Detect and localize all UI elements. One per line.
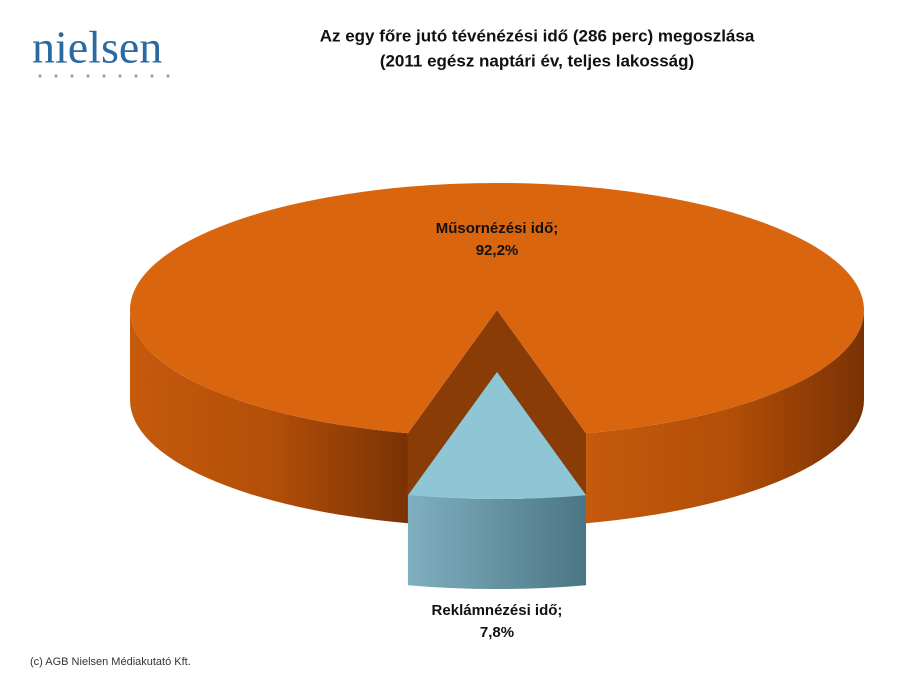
slice [130,183,865,434]
slice [407,372,587,499]
logo: nielsen [32,22,162,73]
category-label: Műsornézési idő; [436,220,559,237]
slice-side [586,310,864,524]
chart-title: Az egy főre jutó tévénézési idő (286 per… [320,26,755,45]
category-label: Reklámnézési idő; [432,602,563,619]
slice-side [407,495,587,589]
footer: (c) AGB Nielsen Médiakutató Kft. [30,656,191,668]
value-label: 92,2% [476,242,519,259]
logo-dots [38,74,170,78]
slice-side [130,310,408,524]
chart-subtitle: (2011 egész naptári év, teljes lakosság) [380,51,694,70]
value-label: 7,8% [480,624,514,641]
